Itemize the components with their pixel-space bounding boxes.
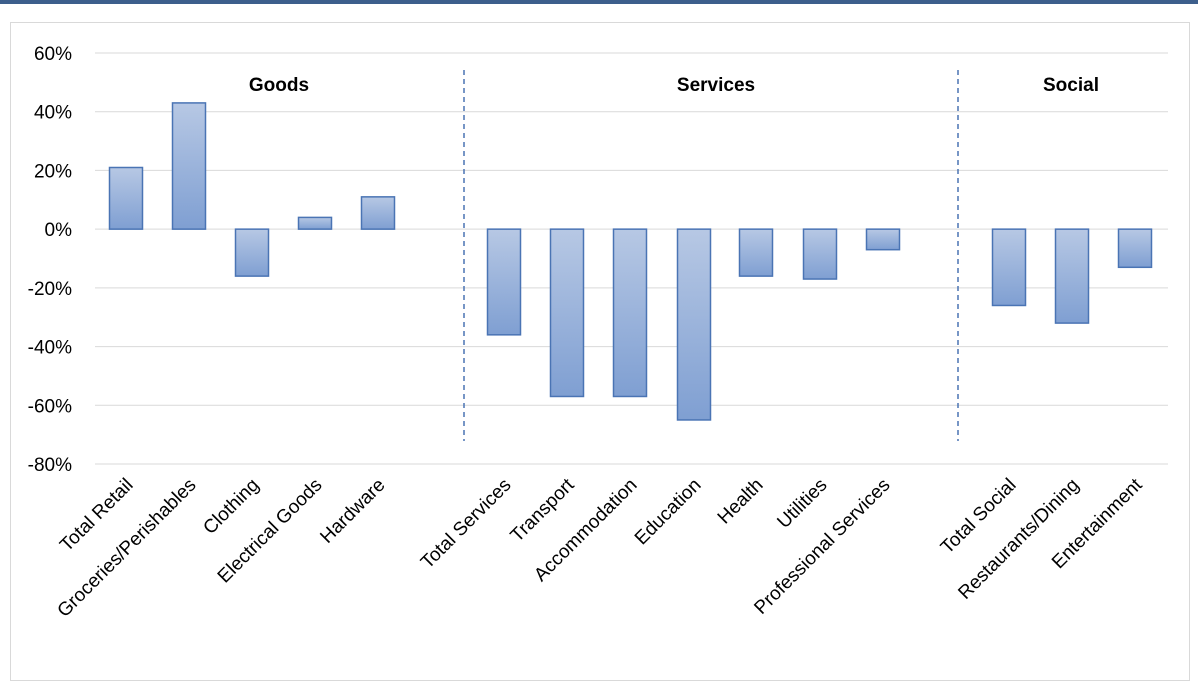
category-labels: Total RetailGroceries/PerishablesClothin… <box>54 474 1148 622</box>
group-label-goods: Goods <box>249 75 309 96</box>
category-label: Education <box>631 475 706 550</box>
bar-electrical-goods <box>297 216 333 230</box>
y-tick-label: -20% <box>28 279 72 300</box>
bars <box>108 102 1153 421</box>
y-tick-label: -60% <box>28 396 72 417</box>
y-tick-label: -40% <box>28 338 72 359</box>
y-tick-label: 0% <box>45 220 73 241</box>
group-label-social: Social <box>1043 75 1099 96</box>
group-dividers <box>463 70 959 441</box>
chart-frame <box>10 22 1190 681</box>
y-tick-label: 20% <box>34 161 72 182</box>
bar-clothing <box>234 228 270 277</box>
y-tick-label: 40% <box>34 103 72 124</box>
y-axis-ticks: 60% 40% 20% 0% -20% -40% -60% -80% <box>28 44 72 476</box>
bar-total-retail <box>108 166 144 230</box>
group-label-services: Services <box>677 75 755 96</box>
bar-professional-services <box>865 228 901 251</box>
category-label: Restaurants/Dining <box>954 475 1083 604</box>
bar-education <box>676 228 712 421</box>
category-label: Total Services <box>417 475 515 573</box>
bar-groceries-perishables <box>171 102 207 230</box>
bar-utilities <box>802 228 838 280</box>
bar-restaurants-dining <box>1054 228 1090 324</box>
group-labels: Goods Services Social <box>249 75 1099 96</box>
bar-total-services <box>486 228 522 336</box>
category-label: Health <box>714 475 768 529</box>
category-label: Hardware <box>316 475 389 548</box>
category-label: Clothing <box>199 475 263 539</box>
bar-transport <box>549 228 585 398</box>
top-accent-bar <box>0 0 1198 4</box>
y-tick-label: 60% <box>34 44 72 65</box>
y-tick-label: -80% <box>28 455 72 476</box>
bar-accommodation <box>612 228 648 398</box>
bar-total-social <box>991 228 1027 307</box>
bar-hardware <box>360 196 396 230</box>
bar-health <box>738 228 774 277</box>
bar-entertainment <box>1117 228 1153 269</box>
category-label: Utilities <box>773 475 831 533</box>
